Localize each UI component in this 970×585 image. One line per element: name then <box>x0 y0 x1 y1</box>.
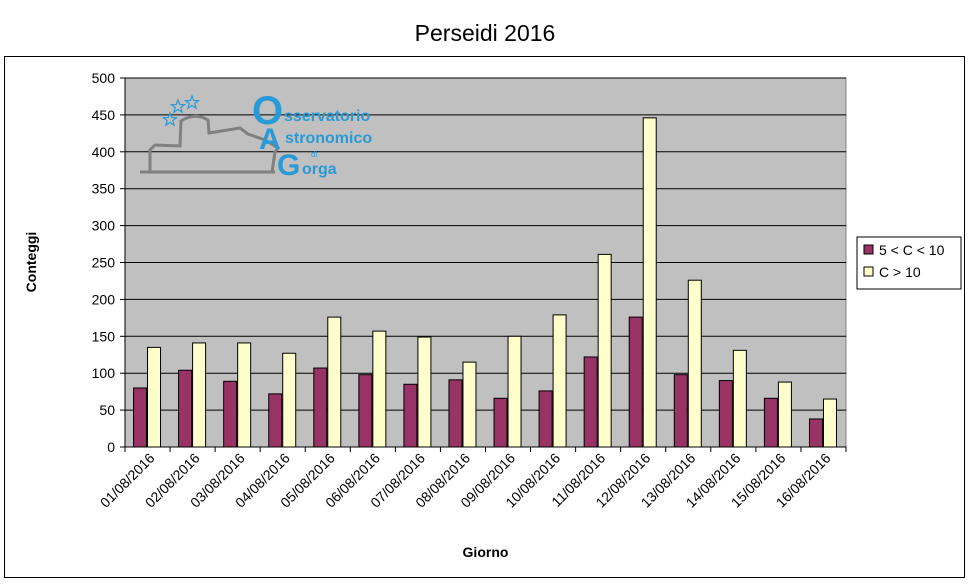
legend-label: 5 < C < 10 <box>879 242 945 258</box>
y-tick-label: 450 <box>92 107 116 123</box>
bar <box>133 387 148 448</box>
bar <box>822 398 837 448</box>
bar <box>642 117 657 448</box>
chart-frame <box>4 56 965 578</box>
bar <box>448 379 463 448</box>
bar <box>327 316 342 448</box>
bar <box>178 369 193 448</box>
bar <box>417 336 432 448</box>
legend-label: C > 10 <box>879 264 921 280</box>
logo-word-1: sservatorio <box>284 108 370 125</box>
y-tick-label: 300 <box>92 218 116 234</box>
bar <box>718 380 733 448</box>
y-tick-label: 200 <box>92 291 116 307</box>
bar <box>403 383 418 448</box>
y-tick-label: 100 <box>92 365 116 381</box>
logo-initial-g: G <box>277 149 300 182</box>
bar <box>192 342 207 448</box>
logo-word-2: stronomico <box>285 130 372 147</box>
y-axis-title: Conteggi <box>23 232 39 293</box>
y-tick-label: 150 <box>92 328 116 344</box>
bar <box>268 393 283 448</box>
bar <box>732 349 747 448</box>
star-icon <box>183 94 201 110</box>
bar <box>237 342 252 448</box>
bar <box>282 352 297 448</box>
bar <box>597 253 612 448</box>
bar <box>673 374 688 448</box>
chart-title: Perseidi 2016 <box>414 20 556 46</box>
observatory-logo: O sservatorio A stronomico di G orga <box>140 89 372 182</box>
y-tick-label: 50 <box>99 402 115 418</box>
logo-word-di: di <box>311 150 317 159</box>
bar <box>583 356 598 448</box>
bar <box>313 367 328 448</box>
x-axis-title: Giorno <box>463 544 509 560</box>
bar <box>687 279 702 448</box>
y-tick-label: 500 <box>92 70 116 86</box>
bar <box>358 374 373 448</box>
bar <box>493 397 508 448</box>
bar <box>777 381 792 448</box>
y-tick-label: 250 <box>92 255 116 271</box>
y-tick-label: 0 <box>107 439 115 455</box>
bar <box>147 346 162 448</box>
legend-box <box>856 236 962 290</box>
star-icons <box>161 94 201 127</box>
bar <box>372 330 387 448</box>
legend-swatch <box>863 266 874 277</box>
observatory-building-icon <box>140 114 281 174</box>
logo-initial-o: O <box>252 89 283 133</box>
bar <box>552 314 567 448</box>
logo-word-3: orga <box>302 161 337 178</box>
plot-area: 05010015020025030035040045050001/08/2016… <box>23 70 847 560</box>
logo-initial-a: A <box>259 123 281 156</box>
bar <box>763 397 778 448</box>
legend-swatch <box>863 244 874 255</box>
bar <box>538 390 553 448</box>
bar <box>507 335 522 448</box>
star-icon <box>161 111 179 127</box>
y-tick-label: 400 <box>92 144 116 160</box>
star-icon <box>169 98 187 114</box>
legend: 5 < C < 10 C > 10 <box>856 236 962 290</box>
bar <box>462 361 477 448</box>
bar <box>808 418 823 448</box>
y-tick-label: 350 <box>92 181 116 197</box>
bar <box>628 316 643 448</box>
bar <box>223 380 238 448</box>
